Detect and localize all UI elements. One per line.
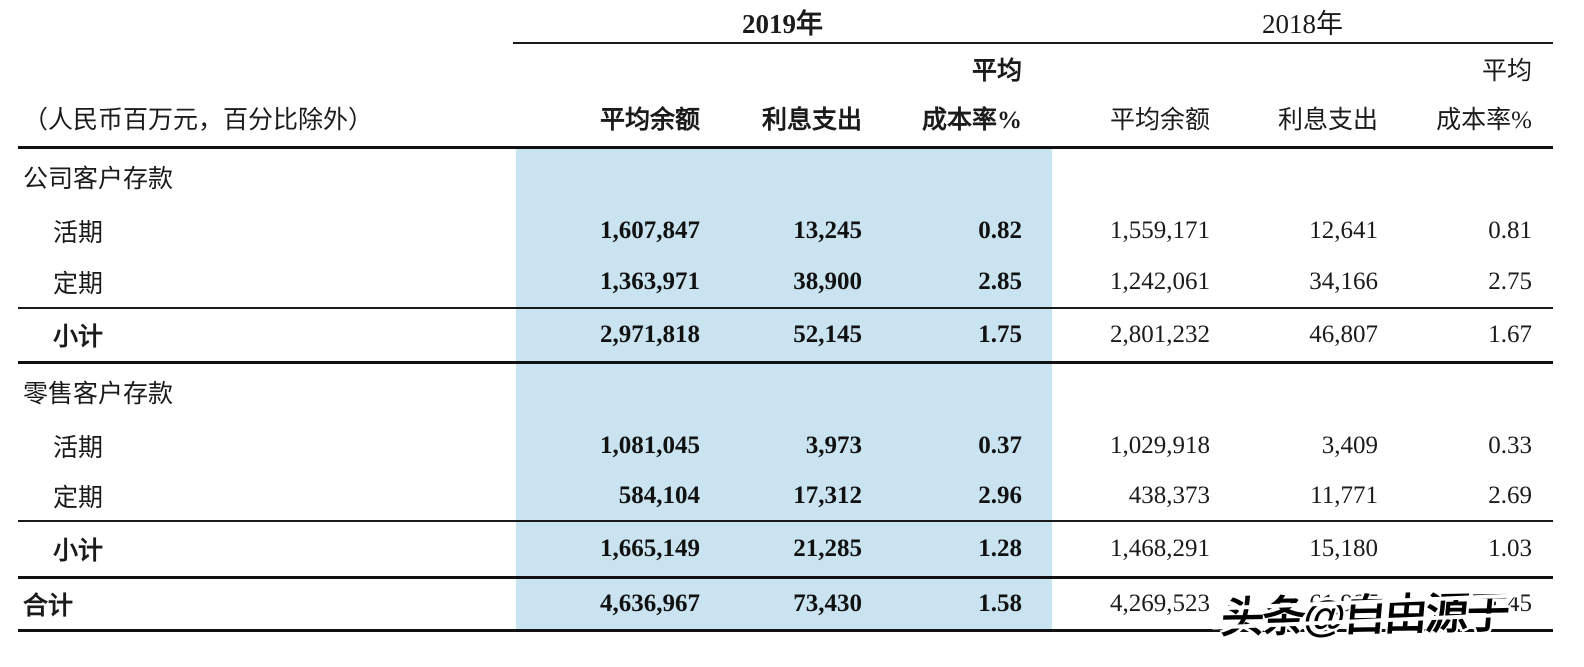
cell-2018-avg-balance: 1,029,918 [1110,431,1210,459]
section-label: 零售客户存款 [23,381,174,408]
cell-2018-cost-rate: 0.81 [1488,217,1532,244]
col-2019-avg-cost-line1: 平均 [971,58,1022,85]
table-row-corporate-time: 定期 1,363,971 38,900 2.85 1,242,061 34,16… [18,257,1553,309]
cell-2019-interest-expense: 17,312 [793,481,862,509]
section-row-retail-deposits: 零售客户存款 [18,364,1553,420]
section-label: 公司客户存款 [23,166,174,193]
cell-2019-cost-rate: 1.28 [978,535,1022,562]
cell-2018-interest-expense: 15,180 [1309,535,1378,562]
cell-2018-avg-balance: 438,373 [1128,481,1210,509]
col-2019-avg-cost-line2: 成本率% [921,107,1022,134]
cell-2018-interest-expense: 12,641 [1309,217,1378,244]
cell-2019-interest-expense: 3,973 [805,431,862,459]
table-row-total: 合计 4,636,967 73,430 1.58 4,269,523 61,98… [18,579,1553,632]
cell-2018-interest-expense: 3,409 [1321,431,1378,459]
row-label: 合计 [23,593,74,620]
year-header-2018: 2018年 [1262,8,1343,39]
cell-2019-cost-rate: 1.75 [978,321,1022,348]
toutiao-watermark: 头条@自由源于 [1219,579,1511,646]
cell-2018-cost-rate: 1.67 [1488,321,1532,348]
row-label: 定期 [53,484,104,512]
cell-2018-avg-balance: 4,269,523 [1110,590,1210,617]
cell-2019-interest-expense: 38,900 [793,268,862,295]
cell-2019-avg-balance: 1,607,847 [600,217,700,244]
cell-2018-cost-rate: 1.03 [1488,535,1532,562]
cell-2019-interest-expense: 21,285 [793,535,862,562]
cell-2019-interest-expense: 52,145 [793,321,862,348]
column-header-row: （人民币百万元，百分比除外） 平均余额 利息支出 平均 成本率% 平均余额 利息… [18,44,1553,149]
cell-2019-avg-balance: 584,104 [618,481,700,509]
col-2018-avg-cost-rate: 平均 成本率% [1378,47,1532,146]
table-row-corporate-subtotal: 小计 2,971,818 52,145 1.75 2,801,232 46,80… [18,309,1553,364]
cell-2019-avg-balance: 1,665,149 [600,535,700,562]
col-2019-avg-balance: 平均余额 [599,107,700,134]
cell-2018-avg-balance: 1,559,171 [1110,217,1210,244]
cell-2019-avg-balance: 4,636,967 [600,590,700,617]
table-row-retail-time: 定期 584,104 17,312 2.96 438,373 11,771 2.… [18,471,1553,522]
section-row-corporate-deposits: 公司客户存款 [18,149,1553,205]
table-row-retail-subtotal: 小计 1,665,149 21,285 1.28 1,468,291 15,18… [18,522,1553,579]
table-row-retail-demand: 活期 1,081,045 3,973 0.37 1,029,918 3,409 … [18,420,1553,471]
cell-2018-cost-rate: 2.75 [1488,268,1532,295]
row-label: 定期 [53,271,104,298]
cell-2018-avg-balance: 2,801,232 [1110,321,1210,348]
cell-2018-avg-balance: 1,242,061 [1110,268,1210,295]
cell-2018-cost-rate: 2.69 [1488,481,1532,509]
cell-2019-cost-rate: 0.82 [978,217,1022,244]
col-2018-avg-balance: 平均余额 [1109,107,1210,134]
col-2018-avg-cost-line2: 成本率% [1436,107,1532,134]
cell-2018-interest-expense: 46,807 [1309,321,1378,348]
unit-note: （人民币百万元，百分比除外） [23,107,374,134]
col-2018-interest-expense: 利息支出 [1277,107,1378,134]
col-2019-avg-cost-rate: 平均 成本率% [862,47,1022,146]
row-label: 活期 [53,434,104,462]
year-header-row: 2019年 2018年 [513,0,1553,44]
cell-2018-interest-expense: 11,771 [1310,481,1378,509]
cell-2019-cost-rate: 1.58 [978,590,1022,617]
cell-2019-avg-balance: 1,363,971 [600,268,700,295]
deposit-table: 2019年 2018年 （人民币百万元，百分比除外） 平均余额 利息支出 平均 … [18,0,1553,632]
cell-2019-cost-rate: 0.37 [978,431,1022,459]
cell-2018-interest-expense: 34,166 [1309,268,1378,295]
row-label: 活期 [53,220,104,247]
cell-2019-avg-balance: 1,081,045 [600,431,700,459]
cell-2019-interest-expense: 13,245 [793,217,862,244]
col-2019-interest-expense: 利息支出 [761,107,862,134]
cell-2019-interest-expense: 73,430 [793,590,862,617]
cell-2019-cost-rate: 2.96 [978,481,1022,509]
row-label: 小计 [53,324,104,351]
table-row-corporate-demand: 活期 1,607,847 13,245 0.82 1,559,171 12,64… [18,205,1553,257]
cell-2018-avg-balance: 1,468,291 [1110,535,1210,562]
cell-2018-cost-rate: 0.33 [1488,431,1532,459]
row-label: 小计 [53,538,104,565]
year-header-2019: 2019年 [742,8,823,39]
cell-2019-cost-rate: 2.85 [978,268,1022,295]
watermark-text: 头条@自由源于 [1219,589,1510,643]
cell-2019-avg-balance: 2,971,818 [600,321,700,348]
col-2018-avg-cost-line1: 平均 [1481,58,1532,85]
highlight-band-2019 [516,149,1052,632]
